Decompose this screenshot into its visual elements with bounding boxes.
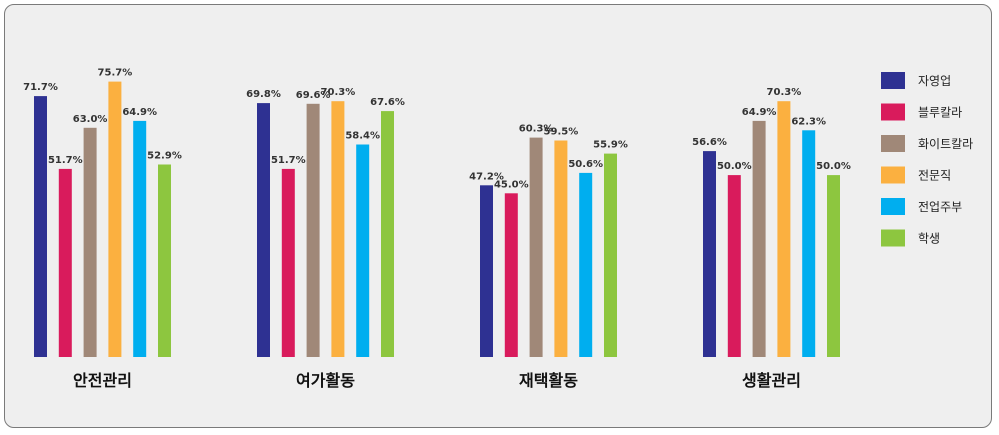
value-label-4-3: 64.9% xyxy=(742,107,777,118)
legend-label-5: 전업주부 xyxy=(918,200,962,214)
bar-2-4 xyxy=(331,101,345,357)
value-label-2-2: 51.7% xyxy=(271,155,306,166)
legend-swatch-4 xyxy=(881,166,905,184)
value-label-4-5: 62.3% xyxy=(791,116,826,127)
category-label-1: 안전관리 xyxy=(73,371,132,390)
bar-4-1 xyxy=(703,151,716,357)
value-label-3-2: 45.0% xyxy=(494,179,529,190)
bar-1-4 xyxy=(108,81,122,357)
bars-layer xyxy=(34,81,840,358)
legend-label-2: 블루칼라 xyxy=(918,106,962,120)
value-label-4-1: 56.6% xyxy=(692,137,727,148)
legend-swatch-1 xyxy=(881,72,905,89)
bar-4-3 xyxy=(752,120,766,358)
bar-3-2 xyxy=(504,193,518,357)
bar-3-6 xyxy=(604,153,617,357)
bar-1-1 xyxy=(34,96,47,357)
legend-swatch-2 xyxy=(881,103,905,121)
value-label-3-6: 55.9% xyxy=(593,140,628,151)
legend-swatch-3 xyxy=(881,135,905,152)
category-label-3: 재택활동 xyxy=(519,371,578,390)
bar-4-2 xyxy=(727,175,741,357)
value-label-3-1: 47.2% xyxy=(469,171,504,182)
category-label-2: 여가활동 xyxy=(296,371,355,390)
bar-2-3 xyxy=(306,103,320,357)
value-label-1-2: 51.7% xyxy=(48,155,83,166)
legend-label-1: 자영업 xyxy=(918,74,951,88)
value-labels-layer: 71.7% 51.7% 63.0% 75.7% 64.9% 52.9% 69.8% 51.7%… xyxy=(23,68,851,191)
bar-3-1 xyxy=(480,185,493,357)
bar-2-6 xyxy=(381,111,394,357)
bar-3-3 xyxy=(529,137,543,357)
value-label-1-1: 71.7% xyxy=(23,82,58,93)
legend-swatch-5 xyxy=(881,198,905,215)
bar-4-5 xyxy=(802,130,816,357)
bar-4-6 xyxy=(827,175,840,357)
value-label-3-4: 59.5% xyxy=(544,127,579,138)
value-label-4-6: 50.0% xyxy=(816,161,851,172)
value-label-3-5: 50.6% xyxy=(568,159,603,170)
value-label-2-4: 70.3% xyxy=(321,87,356,98)
category-label-4: 생활관리 xyxy=(742,371,801,390)
value-label-4-2: 50.0% xyxy=(717,161,752,172)
value-label-2-5: 58.4% xyxy=(345,131,380,142)
bar-1-5 xyxy=(133,120,147,358)
bar-2-1 xyxy=(257,103,270,357)
bar-1-6 xyxy=(158,164,171,357)
bar-2-5 xyxy=(356,144,370,357)
legend-label-4: 전문직 xyxy=(918,169,951,183)
bar-1-2 xyxy=(58,168,72,357)
legend-label-6: 학생 xyxy=(918,232,940,246)
value-label-4-4: 70.3% xyxy=(767,87,802,98)
legend-label-3: 화이트칼라 xyxy=(918,137,973,151)
value-label-1-6: 52.9% xyxy=(147,151,182,162)
category-labels-layer: 안전관리 여가활동 재택활동 생활관리 xyxy=(73,371,801,390)
bar-2-2 xyxy=(281,168,295,357)
bar-3-4 xyxy=(554,140,568,357)
value-label-2-3: 69.6% xyxy=(296,90,331,101)
bar-1-3 xyxy=(83,127,97,357)
value-label-2-1: 69.8% xyxy=(246,89,281,100)
value-label-3-3: 60.3% xyxy=(519,124,554,135)
value-label-1-3: 63.0% xyxy=(73,114,108,125)
bar-4-4 xyxy=(777,101,791,357)
value-label-1-5: 64.9% xyxy=(122,107,157,118)
value-label-1-4: 75.7% xyxy=(98,68,133,79)
value-label-2-6: 67.6% xyxy=(370,97,405,108)
legend-swatch-6 xyxy=(881,229,905,247)
bar-3-5 xyxy=(579,172,593,357)
